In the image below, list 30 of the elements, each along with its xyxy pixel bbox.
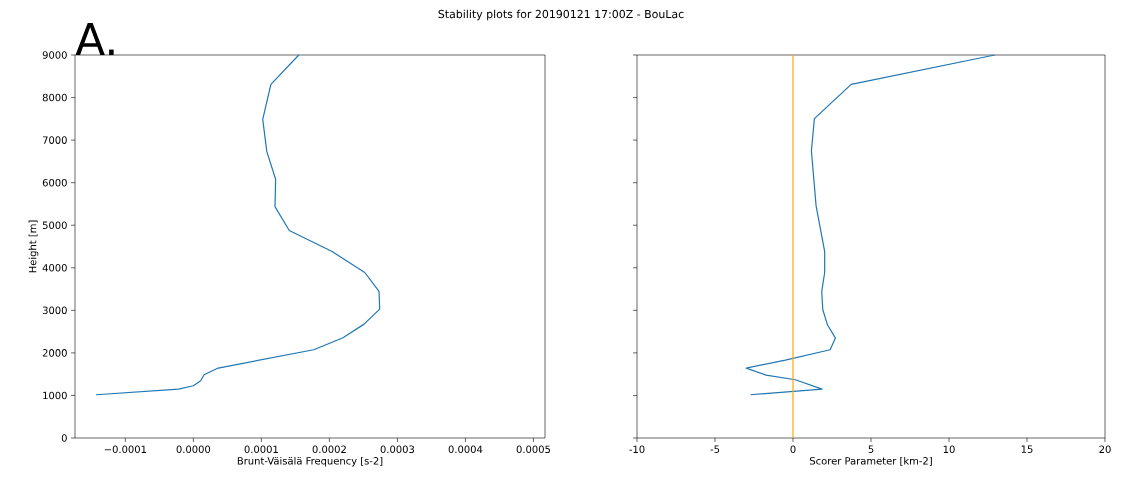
y-tick-label: 1000 [43, 391, 67, 400]
x-tick-label: 0.0003 [380, 445, 415, 454]
x-tick-label: 10 [943, 445, 955, 454]
x-tick-label: 5 [868, 445, 874, 453]
chart-title: Stability plots for 20190121 17:00Z - BouLac [438, 9, 684, 21]
x-tick-label: 0.0002 [312, 445, 346, 454]
x-tick-label: −0.0001 [104, 445, 147, 454]
y-tick-label: 6000 [42, 178, 67, 187]
y-tick-label: 5000 [42, 221, 67, 229]
annotation: A. [75, 23, 114, 56]
y-axis-title: Height [m] [28, 220, 39, 273]
x-axis-title: Brunt-Väisälä Frequency [s-2] [237, 456, 383, 467]
x-axis-title: Scorer Parameter [km-2] [809, 456, 932, 466]
x-tick-label: 20 [1099, 445, 1111, 454]
x-tick-label: 0 [790, 445, 796, 454]
x-tick-label: 0.0001 [244, 445, 278, 454]
y-tick-label: 0 [61, 434, 67, 442]
y-tick-label: 2000 [42, 349, 67, 357]
y-tick-label: 4000 [42, 264, 67, 272]
y-tick-label: 7000 [42, 136, 67, 144]
line-series [95, 54, 381, 396]
y-tick-label: 9000 [42, 51, 67, 59]
x-tick-label: 15 [1021, 445, 1033, 453]
x-tick-label: 0.0005 [516, 445, 550, 454]
y-tick-label: 8000 [42, 93, 67, 102]
x-tick-label: -10 [629, 445, 645, 454]
y-tick-label: 3000 [42, 306, 67, 315]
x-tick-label: -5 [710, 445, 720, 453]
x-tick-label: 0.0004 [448, 445, 483, 454]
x-tick-label: 0.0000 [176, 445, 211, 454]
